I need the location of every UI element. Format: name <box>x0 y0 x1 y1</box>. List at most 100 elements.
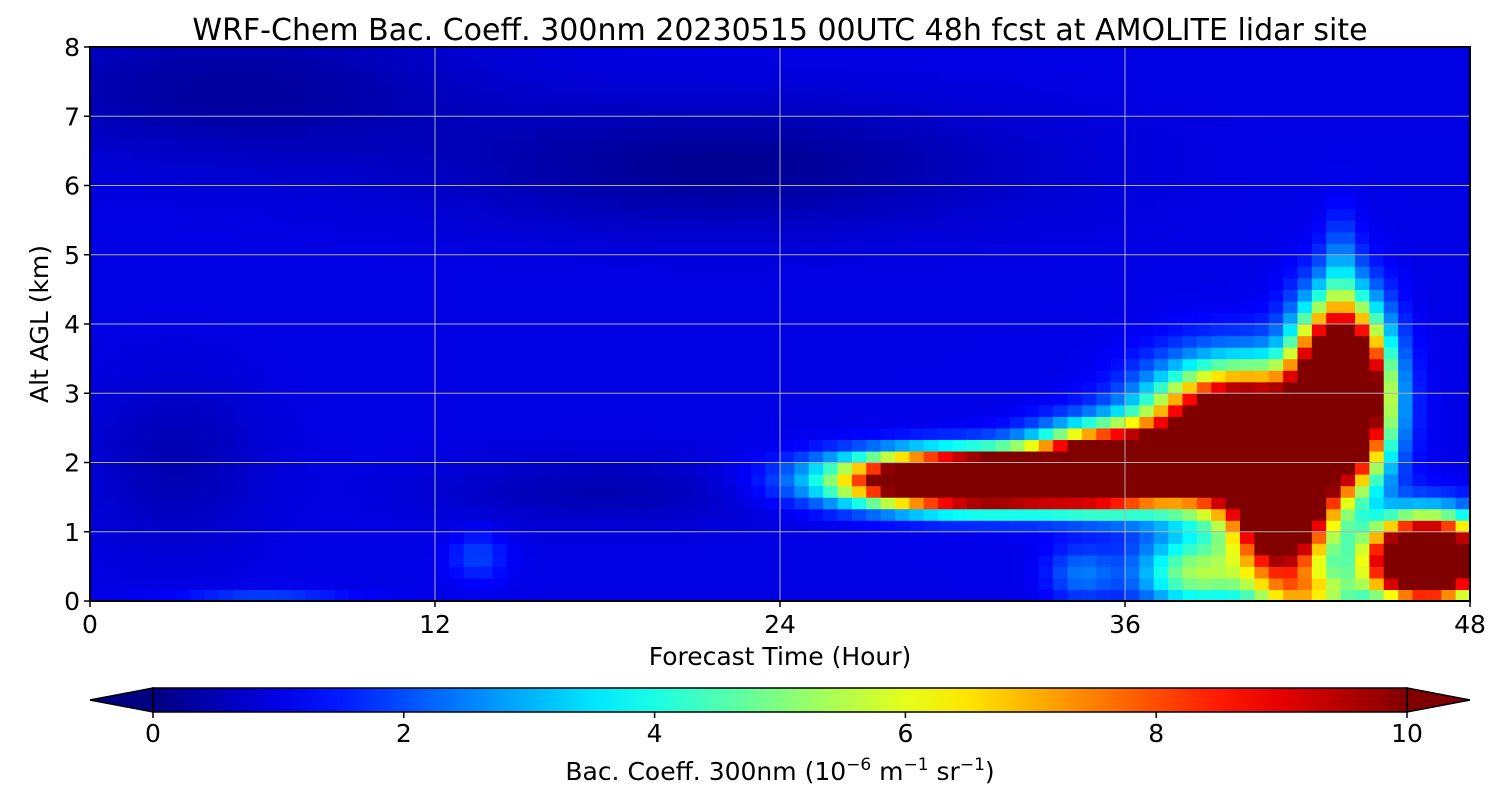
heatmap-cell <box>147 173 163 187</box>
heatmap-cell <box>1139 324 1155 337</box>
heatmap-cell <box>995 427 1011 441</box>
heatmap-cell <box>1110 266 1126 279</box>
heatmap-cell <box>1398 104 1414 117</box>
heatmap-cell <box>133 312 149 325</box>
heatmap-cell <box>1168 335 1184 348</box>
heatmap-cell <box>219 439 235 452</box>
heatmap-cell <box>823 231 839 244</box>
heatmap-cell <box>1383 93 1399 106</box>
heatmap-cell <box>823 393 839 406</box>
heatmap-cell <box>104 450 120 464</box>
heatmap-cell <box>320 427 335 441</box>
heatmap-cell <box>1139 566 1155 579</box>
heatmap-cell <box>823 589 839 601</box>
heatmap-cell <box>780 243 795 256</box>
heatmap-cell <box>161 577 177 591</box>
heatmap-cell <box>550 577 565 591</box>
heatmap-cell <box>161 324 177 337</box>
heatmap-cell <box>880 358 896 371</box>
heatmap-cell <box>1240 474 1255 487</box>
heatmap-cell <box>880 439 896 452</box>
heatmap-cell <box>1125 266 1140 279</box>
heatmap-cell <box>1067 358 1083 371</box>
heatmap-cell <box>851 566 867 579</box>
heatmap-cell <box>1254 185 1270 198</box>
heatmap-cell <box>305 58 321 71</box>
heatmap-cell <box>1225 427 1241 441</box>
heatmap-cell <box>679 300 695 314</box>
heatmap-cell <box>219 589 235 601</box>
heatmap-cell <box>1038 116 1054 129</box>
heatmap-cell <box>262 93 278 106</box>
heatmap-cell <box>607 116 623 129</box>
heatmap-cell <box>1225 208 1241 221</box>
heatmap-cell <box>406 231 422 244</box>
heatmap-cell <box>1182 381 1198 394</box>
heatmap-cell <box>578 300 594 314</box>
heatmap-cell <box>593 58 609 71</box>
heatmap-cell <box>334 220 350 233</box>
heatmap-cell <box>909 416 925 429</box>
heatmap-cell <box>923 370 939 383</box>
heatmap-cell <box>981 462 997 475</box>
heatmap-cell <box>1153 416 1169 429</box>
heatmap-cell <box>118 358 134 371</box>
heatmap-cell <box>650 404 666 417</box>
heatmap-cell <box>190 520 206 533</box>
heatmap-cell <box>1168 70 1184 83</box>
heatmap-cell <box>1125 324 1140 337</box>
heatmap-cell <box>679 520 695 533</box>
heatmap-cell <box>1096 393 1112 406</box>
heatmap-cell <box>1355 531 1370 544</box>
heatmap-cell <box>693 81 709 94</box>
heatmap-cell <box>621 150 637 164</box>
heatmap-cell <box>449 404 465 417</box>
heatmap-cell <box>420 474 436 487</box>
heatmap-cell <box>1110 358 1126 371</box>
heatmap-cell <box>1340 139 1356 152</box>
heatmap-cell <box>751 197 767 210</box>
heatmap-cell <box>679 197 695 210</box>
heatmap-cell <box>1254 116 1270 129</box>
heatmap-cell <box>650 208 666 221</box>
heatmap-cell <box>909 173 925 187</box>
heatmap-cell <box>693 577 709 591</box>
heatmap-cell <box>363 139 379 152</box>
heatmap-cell <box>348 393 364 406</box>
heatmap-cell <box>391 427 407 441</box>
heatmap-cell <box>650 70 666 83</box>
heatmap-cell <box>693 139 709 152</box>
heatmap-cell <box>938 450 954 464</box>
heatmap-cell <box>1412 370 1428 383</box>
heatmap-cell <box>751 462 767 475</box>
heatmap-cell <box>621 81 637 94</box>
heatmap-cell <box>1455 277 1470 290</box>
heatmap-cell <box>291 358 307 371</box>
heatmap-cell <box>607 197 623 210</box>
heatmap-cell <box>1182 474 1198 487</box>
heatmap-cell <box>118 393 134 406</box>
heatmap-cell <box>981 47 997 60</box>
heatmap-cell <box>895 58 910 71</box>
heatmap-cell <box>248 531 264 544</box>
heatmap-cell <box>780 450 795 464</box>
heatmap-cell <box>952 577 968 591</box>
heatmap-cell <box>1369 93 1385 106</box>
heatmap-cell <box>1153 439 1169 452</box>
heatmap-cell <box>1268 116 1284 129</box>
heatmap-cell <box>765 81 781 94</box>
heatmap-cell <box>1455 404 1470 417</box>
heatmap-cell <box>1412 520 1428 533</box>
heatmap-cell <box>535 173 551 187</box>
heatmap-cell <box>1067 485 1083 498</box>
heatmap-cell <box>463 58 479 71</box>
heatmap-cell <box>449 543 465 556</box>
heatmap-cell <box>866 531 882 544</box>
heatmap-cell <box>161 162 177 175</box>
heatmap-cell <box>90 277 105 290</box>
heatmap-cell <box>320 497 335 510</box>
heatmap-cell <box>1326 312 1342 325</box>
heatmap-cell <box>305 162 321 175</box>
heatmap-cell <box>722 531 738 544</box>
heatmap-cell <box>506 335 522 348</box>
